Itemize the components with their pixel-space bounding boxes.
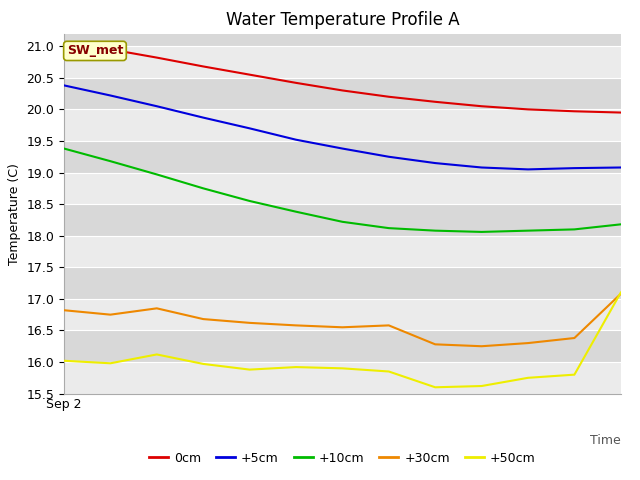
Text: SW_met: SW_met	[67, 44, 123, 58]
Title: Water Temperature Profile A: Water Temperature Profile A	[225, 11, 460, 29]
Bar	[64, 141, 621, 172]
Bar	[64, 46, 621, 78]
Y-axis label: Temperature (C): Temperature (C)	[8, 163, 21, 264]
Bar	[64, 299, 621, 330]
Bar	[64, 204, 621, 236]
Bar	[64, 172, 621, 204]
Bar	[64, 236, 621, 267]
Bar	[64, 330, 621, 362]
Bar	[64, 109, 621, 141]
Text: Time: Time	[590, 434, 621, 447]
Bar	[64, 362, 621, 394]
Bar	[64, 78, 621, 109]
Bar	[64, 267, 621, 299]
Legend: 0cm, +5cm, +10cm, +30cm, +50cm: 0cm, +5cm, +10cm, +30cm, +50cm	[144, 447, 541, 469]
